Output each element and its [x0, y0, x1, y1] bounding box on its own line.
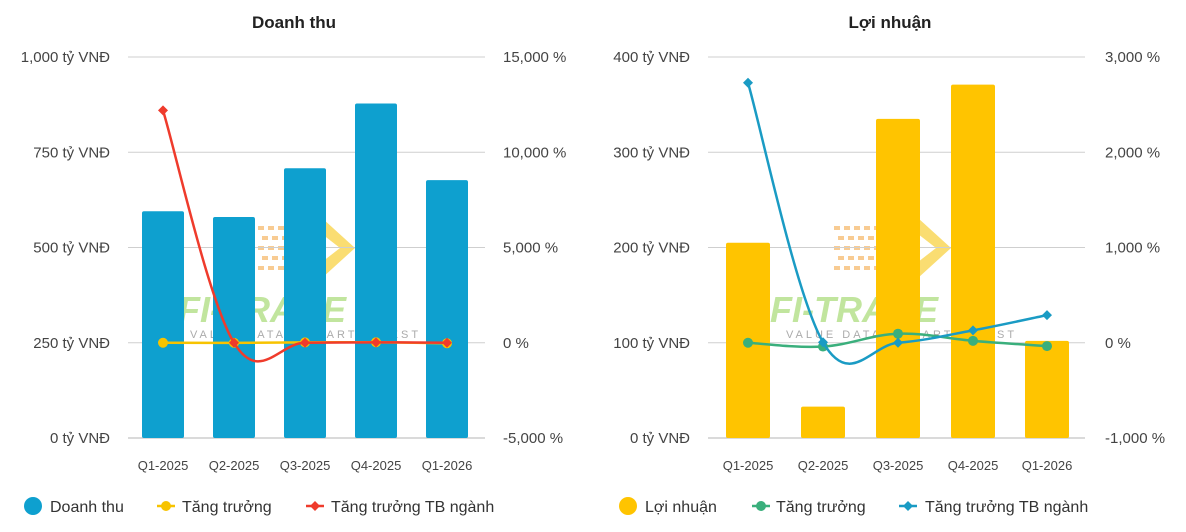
- x-axis-tick-label: Q4-2025: [948, 458, 999, 473]
- left-axis-tick-label: 750 tỷ VNĐ: [33, 144, 110, 161]
- bar: [142, 211, 184, 438]
- left-axis-tick-label: 250 tỷ VNĐ: [33, 335, 110, 352]
- left-axis-tick-label: 200 tỷ VNĐ: [613, 240, 690, 257]
- chart-title: Lợi nhuận: [849, 13, 932, 32]
- x-axis-tick-label: Q1-2026: [422, 458, 473, 473]
- right-axis-tick-label: -5,000 %: [503, 430, 563, 447]
- right-axis-tick-label: 3,000 %: [1105, 49, 1160, 66]
- bar: [876, 118, 920, 438]
- left-axis-tick-label: 500 tỷ VNĐ: [33, 240, 110, 257]
- x-axis-tick-label: Q1-2026: [1022, 458, 1073, 473]
- series-point: [1042, 341, 1052, 352]
- legend-label: Tăng trưởng: [182, 499, 272, 516]
- legend-label: Tăng trưởng: [776, 499, 866, 516]
- series-point: [893, 337, 903, 348]
- series-point: [743, 77, 753, 88]
- left-axis-tick-label: 300 tỷ VNĐ: [613, 144, 690, 161]
- x-axis-tick-label: Q4-2025: [351, 458, 402, 473]
- legend-label: Doanh thu: [50, 499, 124, 516]
- right-axis-tick-label: 0 %: [503, 335, 529, 352]
- right-axis-tick-label: 1,000 %: [1105, 240, 1160, 257]
- left-axis-tick-label: 100 tỷ VNĐ: [613, 335, 690, 352]
- left-axis-tick-label: 0 tỷ VNĐ: [50, 430, 110, 447]
- series-point: [158, 105, 168, 116]
- legend-marker: [619, 497, 637, 515]
- legend-marker: [310, 501, 320, 511]
- series-line: [746, 82, 1048, 365]
- bar: [1025, 340, 1069, 438]
- left-axis-tick-label: 1,000 tỷ VNĐ: [21, 49, 110, 66]
- series-line: [161, 109, 448, 363]
- series-point: [442, 337, 452, 348]
- chart-title: Doanh thu: [252, 13, 336, 32]
- bar: [284, 168, 326, 438]
- series-point: [229, 337, 239, 348]
- series-point: [968, 325, 978, 336]
- series-point: [968, 335, 978, 346]
- legend-marker: [161, 501, 171, 511]
- x-axis-tick-label: Q1-2025: [723, 458, 774, 473]
- x-axis-tick-label: Q2-2025: [798, 458, 849, 473]
- legend-marker: [756, 501, 766, 511]
- x-axis-tick-label: Q2-2025: [209, 458, 260, 473]
- series-point: [1042, 310, 1052, 321]
- right-axis-tick-label: -1,000 %: [1105, 430, 1165, 447]
- left-axis-tick-label: 400 tỷ VNĐ: [613, 49, 690, 66]
- right-axis-tick-label: 15,000 %: [503, 49, 566, 66]
- legend-marker: [903, 501, 913, 511]
- bar: [355, 103, 397, 439]
- bar: [801, 406, 845, 438]
- right-axis-tick-label: 2,000 %: [1105, 144, 1160, 161]
- right-axis-tick-label: 0 %: [1105, 335, 1131, 352]
- legend-label: Lợi nhuận: [645, 499, 717, 516]
- legend-label: Tăng trưởng TB ngành: [331, 499, 494, 516]
- bar: [426, 180, 468, 439]
- x-axis-tick-label: Q3-2025: [280, 458, 331, 473]
- legend-label: Tăng trưởng TB ngành: [925, 499, 1088, 516]
- left-axis-tick-label: 0 tỷ VNĐ: [630, 430, 690, 447]
- x-axis-tick-label: Q3-2025: [873, 458, 924, 473]
- chart-panel: Doanh thu 0 tỷ VNĐ -5,000 % 250 tỷ VNĐ 0 % 50…: [21, 13, 567, 516]
- series-point: [893, 328, 903, 339]
- bar: [951, 84, 995, 438]
- series-point: [300, 337, 310, 348]
- series-point: [158, 337, 168, 348]
- chart-panel: Lợi nhuận 0 tỷ VNĐ -1,000 % 100 tỷ VNĐ 0 % 20…: [613, 13, 1165, 516]
- bar: [213, 217, 255, 438]
- series-point: [371, 337, 381, 348]
- legend-marker: [24, 497, 42, 515]
- right-axis-tick-label: 5,000 %: [503, 240, 558, 257]
- right-axis-tick-label: 10,000 %: [503, 144, 566, 161]
- series-point: [743, 337, 753, 348]
- series-point: [818, 337, 828, 348]
- x-axis-tick-label: Q1-2025: [138, 458, 189, 473]
